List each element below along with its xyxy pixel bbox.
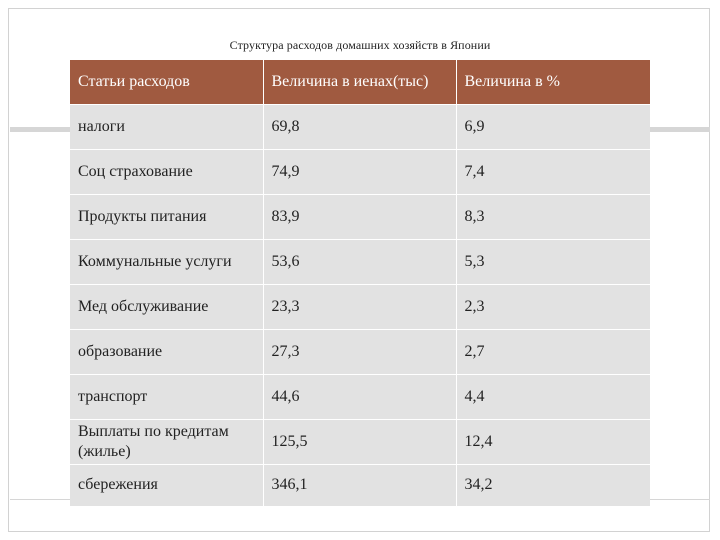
cell-amount-yen: 83,9 [263,193,457,239]
cell-expense-item: налоги [70,103,264,149]
cell-percent: 2,7 [456,328,650,374]
cell-amount-yen: 44,6 [263,373,457,419]
table-header-row: Статьи расходов Величина в иенах(тыс) Ве… [70,60,650,104]
cell-expense-item: образование [70,328,264,374]
cell-expense-item: Продукты питания [70,193,264,239]
cell-amount-yen: 53,6 [263,238,457,284]
cell-amount-yen: 69,8 [263,103,457,149]
table-row: Коммунальные услуги 53,6 5,3 [70,238,650,284]
cell-expense-item: Коммунальные услуги [70,238,264,284]
cell-expense-item: сбережения [70,463,264,506]
table-title: Структура расходов домашних хозяйств в Я… [229,38,491,52]
cell-percent: 6,9 [456,103,650,149]
cell-amount-yen: 23,3 [263,283,457,329]
cell-percent: 12,4 [456,418,650,464]
cell-percent: 5,3 [456,238,650,284]
table-row: Соц страхование 74,9 7,4 [70,148,650,194]
cell-expense-item: Соц страхование [70,148,264,194]
cell-amount-yen: 74,9 [263,148,457,194]
cell-percent: 2,3 [456,283,650,329]
table-row: образование 27,3 2,7 [70,328,650,374]
cell-percent: 34,2 [456,463,650,506]
expenses-table: Статьи расходов Величина в иенах(тыс) Ве… [70,60,650,506]
cell-percent: 7,4 [456,148,650,194]
table-row: Мед обслуживание 23,3 2,3 [70,283,650,329]
table-row: налоги 69,8 6,9 [70,103,650,149]
header-percent: Величина в % [456,60,650,104]
slide-frame [8,8,710,532]
table-row: Продукты питания 83,9 8,3 [70,193,650,239]
cell-amount-yen: 125,5 [263,418,457,464]
cell-amount-yen: 346,1 [263,463,457,506]
header-expense-item: Статьи расходов [70,60,264,104]
cell-expense-item: Выплаты по кредитам (жилье) [70,418,264,464]
table-row: транспорт 44,6 4,4 [70,373,650,419]
cell-amount-yen: 27,3 [263,328,457,374]
table-row: Выплаты по кредитам (жилье) 125,5 12,4 [70,418,650,464]
cell-percent: 8,3 [456,193,650,239]
cell-percent: 4,4 [456,373,650,419]
cell-expense-item: транспорт [70,373,264,419]
header-amount-yen: Величина в иенах(тыс) [263,60,457,104]
cell-expense-item: Мед обслуживание [70,283,264,329]
table-row: сбережения 346,1 34,2 [70,463,650,506]
